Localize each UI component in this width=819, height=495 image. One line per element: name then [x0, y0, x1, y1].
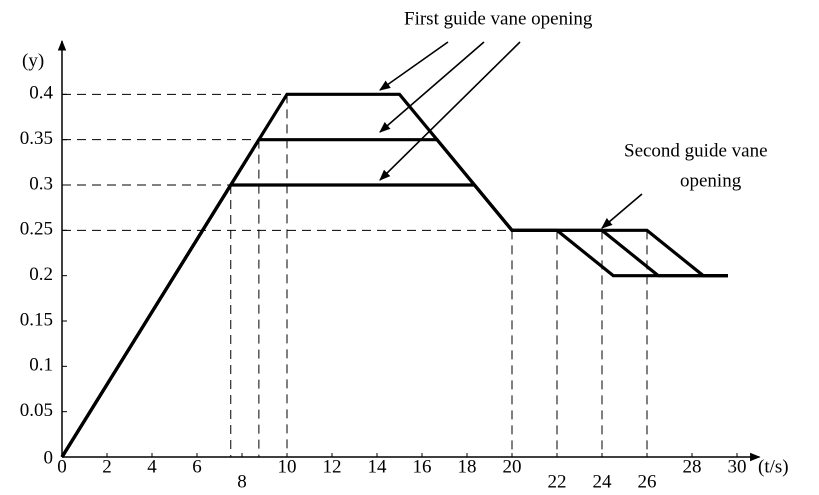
x-tick-label: 4 — [147, 456, 157, 477]
arrow — [379, 41, 449, 91]
annotation: Second guide vane — [624, 140, 768, 161]
x-tick-label: 16 — [413, 456, 432, 477]
x-tick-label: 8 — [237, 471, 247, 492]
x-tick-label: 18 — [458, 456, 477, 477]
arrow — [601, 193, 643, 229]
x-tick-label: 28 — [683, 456, 702, 477]
y-axis-label: (y) — [22, 50, 44, 71]
x-tick-label: 12 — [323, 456, 342, 477]
x-tick-label: 20 — [503, 456, 522, 477]
x-tick-label: 14 — [368, 456, 388, 477]
y-tick-label: 0.35 — [20, 128, 53, 149]
annotation: First guide vane opening — [404, 8, 593, 29]
x-tick-label: 0 — [57, 456, 67, 477]
arrow — [379, 41, 521, 181]
y-tick-label: 0.1 — [29, 355, 53, 376]
y-tick-label: 0.2 — [29, 264, 53, 285]
line-series — [60, 183, 728, 458]
y-tick-label: 0 — [44, 447, 54, 468]
arrow — [379, 41, 485, 133]
x-tick-label: 30 — [728, 456, 747, 477]
x-tick-label: 10 — [278, 456, 297, 477]
x-tick-label: 22 — [548, 471, 567, 492]
y-tick-label: 0.4 — [29, 83, 53, 104]
x-tick-label: 26 — [638, 471, 657, 492]
x-tick-label: 2 — [102, 456, 112, 477]
annotation-arrows — [379, 41, 643, 229]
y-tick-label: 0.05 — [20, 400, 53, 421]
y-tick-label: 0.25 — [20, 219, 53, 240]
y-tick-label: 0.3 — [29, 173, 53, 194]
y-tick-label: 0.15 — [20, 309, 53, 330]
x-axis-label: (t/s) — [758, 456, 789, 477]
x-tick-label: 6 — [192, 456, 202, 477]
annotation: opening — [680, 170, 742, 191]
x-tick-label: 24 — [593, 471, 613, 492]
